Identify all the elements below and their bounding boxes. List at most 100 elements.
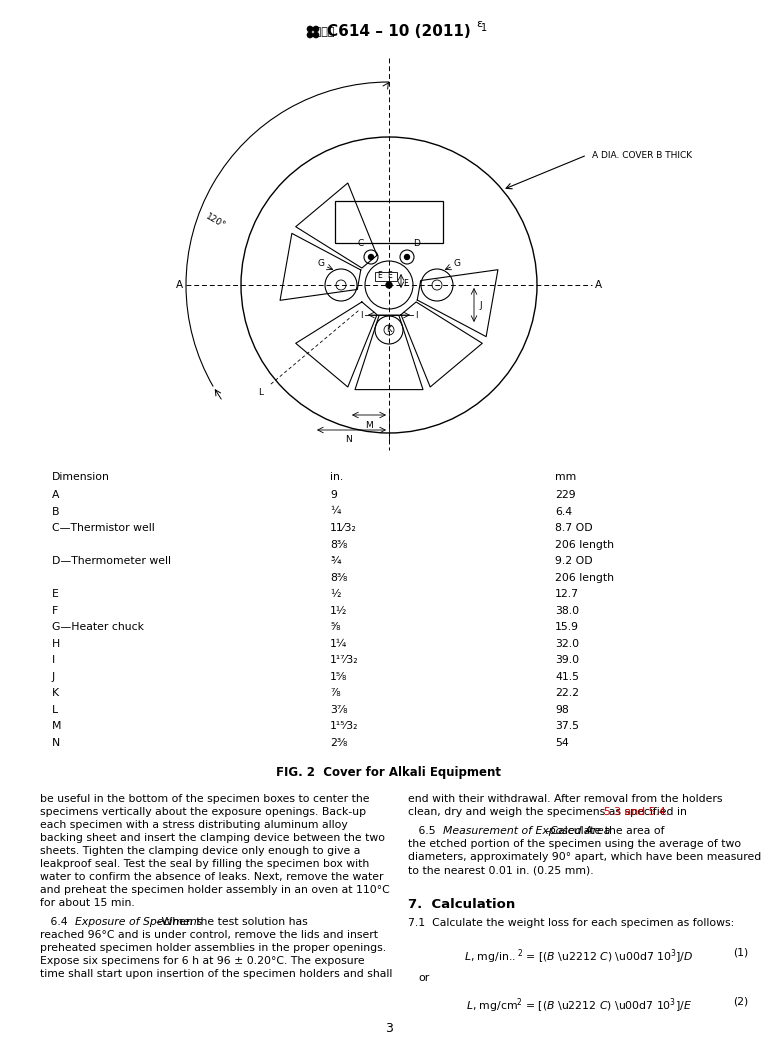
Text: ½: ½ xyxy=(330,589,341,600)
Text: M: M xyxy=(365,421,373,430)
Text: 120°: 120° xyxy=(204,212,226,231)
Text: or: or xyxy=(418,973,429,983)
Text: C—Thermistor well: C—Thermistor well xyxy=(52,524,155,533)
Text: time shall start upon insertion of the specimen holders and shall: time shall start upon insertion of the s… xyxy=(40,969,392,980)
Text: 6.5: 6.5 xyxy=(408,827,443,836)
Circle shape xyxy=(386,282,392,288)
Text: F: F xyxy=(52,606,58,615)
Text: D—Thermometer well: D—Thermometer well xyxy=(52,556,171,566)
Text: Measurement of Exposed Area: Measurement of Exposed Area xyxy=(443,827,610,836)
Text: 98: 98 xyxy=(555,705,569,715)
Text: E: E xyxy=(52,589,59,600)
Text: diameters, approximately 90° apart, which have been measured: diameters, approximately 90° apart, whic… xyxy=(408,853,761,862)
Text: K: K xyxy=(386,326,392,334)
Text: clean, dry and weigh the specimens as specified in: clean, dry and weigh the specimens as sp… xyxy=(408,807,690,817)
Text: for about 15 min.: for about 15 min. xyxy=(40,897,135,908)
Bar xyxy=(335,201,443,243)
Text: ⚙: ⚙ xyxy=(314,23,329,41)
Text: N: N xyxy=(52,738,60,747)
Text: 229: 229 xyxy=(555,490,576,500)
Text: E: E xyxy=(377,271,382,279)
Text: each specimen with a stress distributing aluminum alloy: each specimen with a stress distributing… xyxy=(40,819,348,830)
Text: L: L xyxy=(52,705,58,715)
Text: 6.4: 6.4 xyxy=(555,507,572,516)
Text: ⁷⁄₈: ⁷⁄₈ xyxy=(330,688,341,699)
Text: 1¹⁵⁄3₂: 1¹⁵⁄3₂ xyxy=(330,721,359,731)
Text: ε: ε xyxy=(476,19,482,29)
Text: to the nearest 0.01 in. (0.25 mm).: to the nearest 0.01 in. (0.25 mm). xyxy=(408,865,594,875)
Text: 32.0: 32.0 xyxy=(555,638,579,649)
Text: (1): (1) xyxy=(733,947,748,957)
Text: 206 length: 206 length xyxy=(555,539,614,550)
Text: reached 96°C and is under control, remove the lids and insert: reached 96°C and is under control, remov… xyxy=(40,931,378,940)
Text: H: H xyxy=(52,638,60,649)
Text: I: I xyxy=(415,310,418,320)
Circle shape xyxy=(313,32,319,39)
Text: D: D xyxy=(414,238,420,248)
Text: –Calculate the area of: –Calculate the area of xyxy=(545,827,665,836)
Text: 22.2: 22.2 xyxy=(555,688,579,699)
Text: sheets. Tighten the clamping device only enough to give a: sheets. Tighten the clamping device only… xyxy=(40,845,360,856)
Text: mm: mm xyxy=(555,472,576,482)
Text: 8³⁄₈: 8³⁄₈ xyxy=(330,539,347,550)
Text: 7.1  Calculate the weight loss for each specimen as follows:: 7.1 Calculate the weight loss for each s… xyxy=(408,918,734,929)
Text: 12.7: 12.7 xyxy=(555,589,579,600)
Text: I: I xyxy=(360,310,363,320)
Text: G: G xyxy=(454,258,461,268)
Text: E: E xyxy=(387,271,392,279)
Text: J: J xyxy=(52,671,55,682)
Text: A: A xyxy=(595,280,602,290)
Text: A DIA. COVER B THICK: A DIA. COVER B THICK xyxy=(592,151,692,159)
Text: be useful in the bottom of the specimen boxes to center the: be useful in the bottom of the specimen … xyxy=(40,793,370,804)
Text: 2³⁄₈: 2³⁄₈ xyxy=(330,738,347,747)
Text: –When the test solution has: –When the test solution has xyxy=(156,917,307,928)
Text: 1½: 1½ xyxy=(330,606,347,615)
Circle shape xyxy=(307,32,313,39)
Text: 1⁵⁄₈: 1⁵⁄₈ xyxy=(330,671,347,682)
Text: preheated specimen holder assemblies in the proper openings.: preheated specimen holder assemblies in … xyxy=(40,943,386,954)
Text: N: N xyxy=(345,435,352,445)
Text: 1¼: 1¼ xyxy=(330,638,347,649)
Text: G: G xyxy=(317,258,324,268)
Circle shape xyxy=(405,254,409,259)
Text: 38.0: 38.0 xyxy=(555,606,579,615)
Text: (2): (2) xyxy=(733,996,748,1007)
Text: 41.5: 41.5 xyxy=(555,671,579,682)
Text: K: K xyxy=(52,688,59,699)
Text: 15.9: 15.9 xyxy=(555,623,579,632)
Text: and preheat the specimen holder assembly in an oven at 110°C: and preheat the specimen holder assembly… xyxy=(40,885,390,894)
Text: F: F xyxy=(403,279,408,287)
Text: 9: 9 xyxy=(330,490,337,500)
Text: I: I xyxy=(52,655,55,665)
Text: J: J xyxy=(479,301,482,309)
Text: specimens vertically about the exposure openings. Back-up: specimens vertically about the exposure … xyxy=(40,807,366,817)
Text: Dimension: Dimension xyxy=(52,472,110,482)
Bar xyxy=(375,272,397,281)
Text: 6.4: 6.4 xyxy=(40,917,75,928)
Text: 11⁄3₂: 11⁄3₂ xyxy=(330,524,357,533)
Text: 54: 54 xyxy=(555,738,569,747)
Text: $L$, mg/cm$^{\mathregular{2}}$ = [($B$ \u2212 $C$) \u00d7 10$^{\mathregular{3}}$: $L$, mg/cm$^{\mathregular{2}}$ = [($B$ \… xyxy=(466,996,692,1015)
Text: ⁵⁄₈: ⁵⁄₈ xyxy=(330,623,341,632)
Text: C: C xyxy=(358,238,364,248)
Text: C614 – 10 (2011): C614 – 10 (2011) xyxy=(327,25,471,40)
Text: A: A xyxy=(176,280,183,290)
Circle shape xyxy=(313,26,319,32)
Text: FIG. 2  Cover for Alkali Equipment: FIG. 2 Cover for Alkali Equipment xyxy=(276,766,502,779)
Text: Exposure of Specimens: Exposure of Specimens xyxy=(75,917,202,928)
Text: A: A xyxy=(52,490,59,500)
Text: in.: in. xyxy=(330,472,343,482)
Circle shape xyxy=(369,254,373,259)
Text: B: B xyxy=(52,507,59,516)
Text: Expose six specimens for 6 h at 96 ± 0.20°C. The exposure: Expose six specimens for 6 h at 96 ± 0.2… xyxy=(40,957,365,966)
Text: 1¹⁷⁄3₂: 1¹⁷⁄3₂ xyxy=(330,655,359,665)
Text: ⒶⓂⓉⓂ: ⒶⓂⓉⓂ xyxy=(309,27,335,37)
Text: 5.3 and 5.4.: 5.3 and 5.4. xyxy=(605,807,670,817)
Text: the etched portion of the specimen using the average of two: the etched portion of the specimen using… xyxy=(408,839,741,849)
Text: leakproof seal. Test the seal by filling the specimen box with: leakproof seal. Test the seal by filling… xyxy=(40,859,370,868)
Text: 206 length: 206 length xyxy=(555,573,614,583)
Text: 3⁷⁄₈: 3⁷⁄₈ xyxy=(330,705,348,715)
Text: 8³⁄₈: 8³⁄₈ xyxy=(330,573,347,583)
Text: M: M xyxy=(52,721,61,731)
Text: 8.7 OD: 8.7 OD xyxy=(555,524,593,533)
